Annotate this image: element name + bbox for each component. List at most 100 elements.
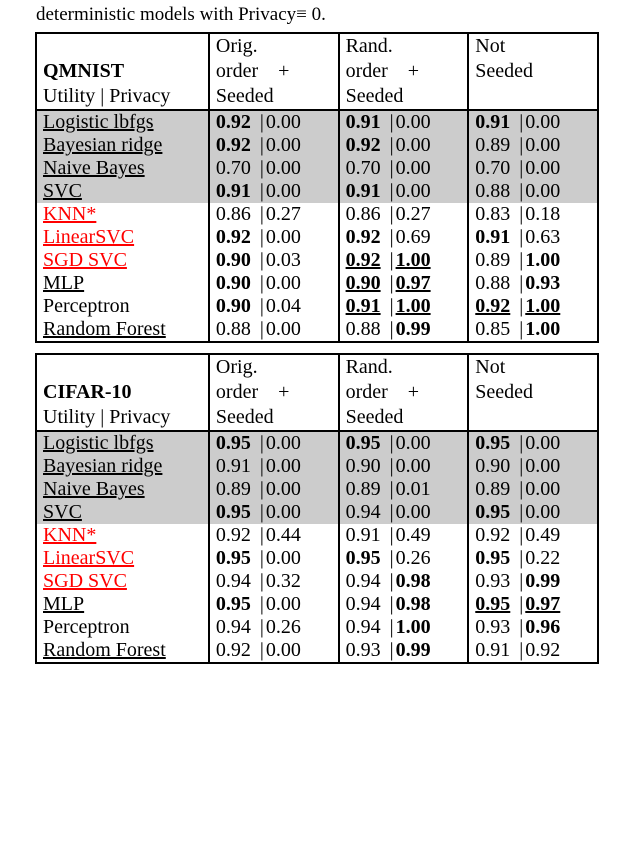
table-row: Perceptron0.94|0.260.94|1.000.93|0.96 [36,616,598,639]
value-cell: 0.92|0.49 [468,524,598,547]
privacy-value: 1.00 [396,616,438,639]
utility-value: 0.92 [216,111,258,134]
table-row: SGD SVC0.94|0.320.94|0.980.93|0.99 [36,570,598,593]
utility-value: 0.89 [475,478,517,501]
value-cell: 0.94|0.32 [209,570,339,593]
utility-value: 0.86 [346,203,388,226]
value-cell: 0.86|0.27 [339,203,469,226]
utility-value: 0.95 [216,547,258,570]
utility-value: 0.92 [216,226,258,249]
value-cell: 0.94|0.98 [339,570,469,593]
privacy-value: 0.03 [266,249,308,272]
pipe-separator: | [517,616,525,639]
value-cell: 0.95|0.22 [468,547,598,570]
value-cell: 0.93|0.99 [339,639,469,663]
value-cell: 0.95|0.00 [339,431,469,455]
utility-value: 0.90 [216,249,258,272]
utility-value: 0.88 [475,272,517,295]
privacy-value: 0.98 [396,570,438,593]
table-row: Perceptron0.90|0.040.91|1.000.92|1.00 [36,295,598,318]
privacy-value: 0.49 [525,524,567,547]
utility-value: 0.90 [346,272,388,295]
column-header: Orig.order +Seeded [209,33,339,110]
row-label: Logistic lbfgs [36,110,209,134]
value-cell: 0.91|0.92 [468,639,598,663]
pipe-separator: | [258,593,266,616]
utility-value: 0.94 [216,616,258,639]
pipe-separator: | [517,134,525,157]
row-label: Naive Bayes [36,157,209,180]
utility-value: 0.90 [216,272,258,295]
utility-value: 0.89 [346,478,388,501]
value-cell: 0.89|1.00 [468,249,598,272]
privacy-value: 1.00 [396,295,438,318]
privacy-value: 1.00 [525,295,567,318]
row-label: Random Forest [36,318,209,342]
column-header: NotSeeded [468,33,598,110]
privacy-value: 0.00 [396,111,438,134]
utility-value: 0.95 [475,547,517,570]
value-cell: 0.91|1.00 [339,295,469,318]
utility-value: 0.90 [346,455,388,478]
utility-value: 0.92 [346,226,388,249]
value-cell: 0.95|0.00 [209,501,339,524]
table-row: KNN*0.92|0.440.91|0.490.92|0.49 [36,524,598,547]
value-cell: 0.92|0.00 [339,134,469,157]
privacy-value: 0.00 [266,157,308,180]
value-cell: 0.95|0.00 [468,431,598,455]
value-cell: 0.95|0.00 [209,593,339,616]
value-cell: 0.89|0.01 [339,478,469,501]
utility-value: 0.91 [475,226,517,249]
row-label: Logistic lbfgs [36,431,209,455]
value-cell: 0.88|0.00 [209,318,339,342]
table-row: MLP0.95|0.000.94|0.980.95|0.97 [36,593,598,616]
pipe-separator: | [517,180,525,203]
utility-value: 0.88 [475,180,517,203]
utility-value: 0.90 [216,295,258,318]
utility-value: 0.94 [346,593,388,616]
value-cell: 0.92|0.69 [339,226,469,249]
results-table: CIFAR-10Utility | PrivacyOrig.order +See… [35,353,599,664]
privacy-value: 0.32 [266,570,308,593]
value-cell: 0.92|0.00 [209,110,339,134]
pipe-separator: | [517,432,525,455]
pipe-separator: | [258,157,266,180]
utility-value: 0.70 [216,157,258,180]
pipe-separator: | [258,501,266,524]
privacy-value: 0.00 [266,639,308,662]
value-cell: 0.91|0.00 [339,110,469,134]
privacy-value: 0.27 [396,203,438,226]
utility-value: 0.92 [475,524,517,547]
value-cell: 0.90|0.97 [339,272,469,295]
utility-value: 0.91 [216,180,258,203]
value-cell: 0.95|0.00 [209,431,339,455]
privacy-value: 0.00 [266,455,308,478]
pipe-separator: | [388,478,396,501]
value-cell: 0.95|0.00 [209,547,339,570]
utility-value: 0.92 [216,639,258,662]
privacy-value: 0.00 [525,478,567,501]
table-row: Random Forest0.88|0.000.88|0.990.85|1.00 [36,318,598,342]
pipe-separator: | [388,593,396,616]
utility-value: 0.95 [475,593,517,616]
value-cell: 0.94|0.00 [339,501,469,524]
utility-value: 0.92 [346,134,388,157]
pipe-separator: | [388,272,396,295]
row-label: KNN* [36,203,209,226]
pipe-separator: | [258,547,266,570]
value-cell: 0.92|0.00 [209,639,339,663]
privacy-value: 0.00 [266,272,308,295]
value-cell: 0.70|0.00 [468,157,598,180]
utility-value: 0.90 [475,455,517,478]
privacy-value: 0.97 [525,593,567,616]
pipe-separator: | [258,295,266,318]
pipe-separator: | [258,570,266,593]
pipe-separator: | [258,478,266,501]
utility-value: 0.95 [346,547,388,570]
table-title-cell: QMNISTUtility | Privacy [36,33,209,110]
value-cell: 0.90|0.00 [339,455,469,478]
utility-value: 0.94 [346,501,388,524]
row-label: Perceptron [36,295,209,318]
value-cell: 0.95|0.00 [468,501,598,524]
value-cell: 0.90|0.03 [209,249,339,272]
